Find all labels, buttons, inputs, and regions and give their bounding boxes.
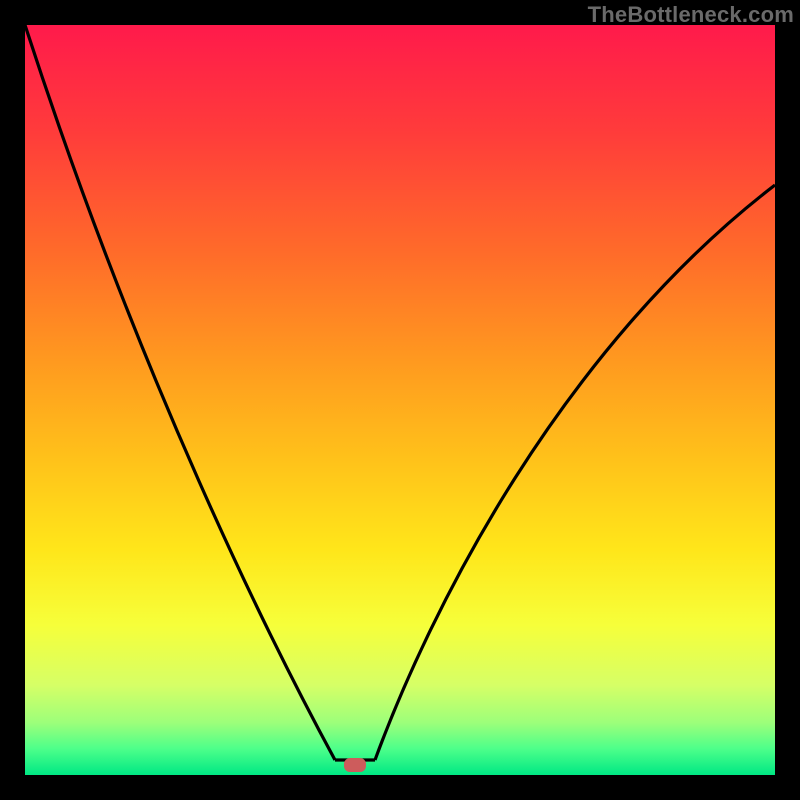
plot-area (25, 25, 775, 775)
minimum-marker (344, 758, 366, 772)
watermark-text: TheBottleneck.com (588, 2, 794, 28)
chart-container: TheBottleneck.com (0, 0, 800, 800)
bottleneck-chart (0, 0, 800, 800)
